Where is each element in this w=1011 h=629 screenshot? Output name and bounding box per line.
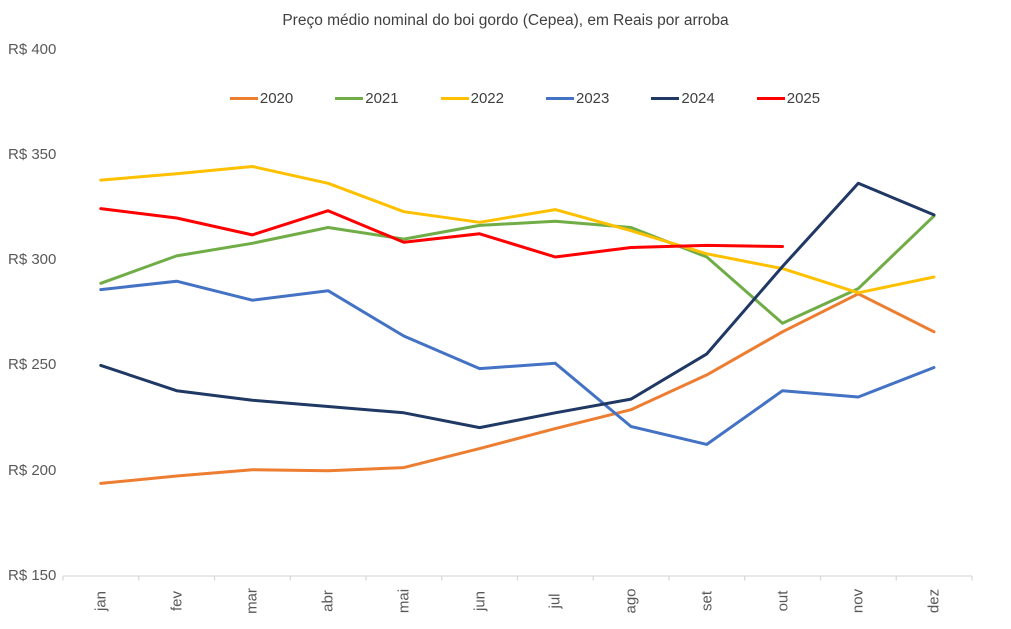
- legend-item-2021: 2021: [335, 90, 399, 107]
- legend-item-2024: 2024: [651, 90, 715, 107]
- x-axis-month-label: dez: [925, 588, 943, 614]
- y-axis-tick-label: R$ 200: [8, 461, 57, 479]
- legend-item-2022: 2022: [440, 90, 504, 107]
- y-axis-tick-label: R$ 300: [8, 251, 57, 269]
- legend-swatch-2020: [229, 97, 258, 100]
- x-axis-month-label: out: [774, 590, 792, 612]
- y-axis-tick-label: R$ 400: [8, 40, 57, 58]
- x-axis-month-label: set: [698, 590, 716, 612]
- legend-swatch-2023: [546, 97, 574, 100]
- x-axis-month-label: nov: [849, 588, 867, 614]
- x-axis-month-label: jun: [471, 590, 489, 612]
- legend-swatch-2024: [651, 97, 680, 100]
- y-axis-tick-label: R$ 250: [8, 356, 57, 374]
- legend-item-2020: 2020: [229, 90, 294, 107]
- x-axis-month-label: ago: [622, 588, 640, 614]
- x-axis-month-label: fev: [168, 590, 186, 612]
- legend-label: 2025: [786, 90, 821, 107]
- legend-label: 2020: [259, 90, 294, 107]
- x-axis-month-label: mar: [243, 588, 261, 614]
- y-axis-tick-label: R$ 150: [8, 567, 57, 584]
- x-axis-month-label: abr: [319, 590, 337, 612]
- legend-item-2025: 2025: [756, 90, 821, 107]
- legend-label: 2022: [470, 90, 504, 107]
- series-line-2021: [99, 214, 936, 325]
- x-axis-month-label: jan: [92, 590, 110, 612]
- x-axis-month-label: mai: [395, 588, 413, 614]
- y-axis-tick-label: R$ 350: [8, 145, 57, 163]
- series-line-2020: [99, 292, 936, 485]
- legend-label: 2024: [681, 90, 715, 107]
- legend-item-2023: 2023: [546, 90, 609, 107]
- legend: 2020 2021 2022 2023 2024 2025: [75, 90, 975, 107]
- x-axis-month-label: jul: [546, 593, 564, 609]
- chart-title: Preço médio nominal do boi gordo (Cepea)…: [282, 12, 729, 29]
- legend-swatch-2021: [335, 97, 364, 100]
- legend-swatch-2025: [756, 97, 785, 100]
- series-line-2022: [99, 165, 936, 295]
- series-line-2023: [99, 279, 936, 446]
- legend-label: 2021: [365, 90, 399, 107]
- series-line-2024: [99, 181, 936, 430]
- legend-swatch-2022: [440, 97, 469, 100]
- legend-label: 2023: [576, 90, 610, 107]
- series-line-2025: [99, 207, 784, 259]
